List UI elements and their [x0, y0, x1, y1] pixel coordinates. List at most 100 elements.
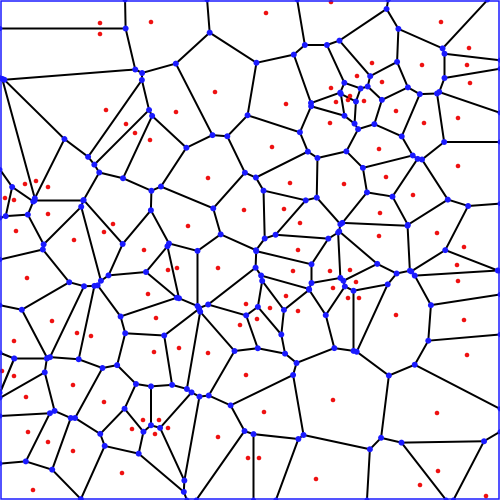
voronoi-vertex [250, 431, 257, 438]
voronoi-vertex [325, 235, 332, 242]
site-point [341, 181, 347, 187]
site-point [11, 197, 17, 203]
site-point [261, 409, 267, 415]
voronoi-vertex [122, 330, 129, 337]
voronoi-vertex [359, 164, 366, 171]
voronoi-vertex [206, 29, 213, 36]
voronoi-edge [420, 141, 446, 161]
voronoi-vertex [2, 213, 9, 220]
voronoi-edge [174, 62, 214, 137]
voronoi-edge [380, 436, 403, 444]
voronoi-edge [436, 92, 446, 143]
voronoi-edge [159, 426, 186, 482]
voronoi-edge [369, 60, 399, 78]
voronoi-edge [163, 334, 174, 386]
site-point [313, 476, 319, 482]
voronoi-edge [396, 27, 400, 63]
voronoi-vertex [441, 139, 448, 145]
site-point [347, 267, 353, 273]
voronoi-vertex [24, 211, 31, 218]
voronoi-edge [159, 146, 188, 188]
voronoi-vertex [161, 332, 168, 339]
voronoi-vertex [114, 362, 121, 369]
voronoi-edge [296, 0, 306, 46]
voronoi-vertex [169, 381, 176, 388]
voronoi-edge [338, 230, 379, 265]
voronoi-edge [207, 266, 257, 306]
voronoi-vertex [398, 439, 405, 446]
voronoi-edge [51, 417, 72, 471]
voronoi-vertex [280, 306, 287, 313]
voronoi-edge [400, 135, 414, 157]
voronoi-edge [342, 262, 379, 282]
voronoi-edge [77, 284, 96, 361]
voronoi-edge [42, 205, 83, 246]
voronoi-vertex [261, 235, 268, 242]
voronoi-edge [82, 171, 101, 202]
site-point [24, 275, 30, 281]
site-point [461, 244, 467, 250]
voronoi-vertex [278, 331, 285, 338]
voronoi-vertex [363, 189, 370, 196]
voronoi-vertex [81, 283, 88, 290]
voronoi-vertex [135, 450, 142, 457]
voronoi-vertex [149, 112, 156, 119]
voronoi-edge [352, 283, 389, 292]
voronoi-edge [391, 157, 419, 198]
voronoi-vertex [164, 243, 171, 250]
voronoi-vertex [101, 442, 108, 449]
voronoi-edge [446, 198, 470, 207]
voronoi-edge [361, 154, 414, 169]
voronoi-edge [396, 60, 409, 89]
voronoi-vertex [302, 197, 309, 204]
voronoi-edge [43, 371, 56, 412]
voronoi-vertex [120, 175, 127, 182]
voronoi-edge [441, 0, 489, 50]
site-point [438, 19, 444, 25]
site-point [361, 98, 367, 104]
voronoi-vertex [148, 422, 154, 429]
voronoi-vertex [442, 247, 449, 254]
voronoi-edge [255, 53, 295, 64]
voronoi-edge [219, 233, 258, 252]
voronoi-vertex [444, 196, 451, 203]
voronoi-vertex [138, 77, 145, 84]
voronoi-vertex [439, 45, 446, 52]
voronoi-edge [310, 105, 346, 117]
voronoi-vertex [331, 345, 338, 352]
voronoi-edge [0, 304, 23, 311]
voronoi-edge [333, 347, 355, 352]
voronoi-edge [310, 91, 342, 105]
voronoi-edge [4, 213, 29, 218]
site-point [256, 455, 262, 461]
voronoi-edge [107, 271, 147, 277]
site-point [383, 174, 389, 180]
site-point [205, 350, 211, 356]
site-point [132, 130, 138, 136]
voronoi-vertex [425, 337, 432, 344]
voronoi-edge [96, 284, 122, 318]
voronoi-vertex [414, 155, 421, 162]
voronoi-vertex [209, 132, 216, 139]
site-point [356, 295, 362, 301]
voronoi-edge [11, 185, 35, 203]
voronoi-edge [1, 77, 36, 200]
voronoi-vertex [481, 438, 488, 445]
voronoi-edge [245, 314, 259, 350]
site-point [2, 195, 8, 201]
voronoi-vertex [394, 58, 401, 65]
site-point [410, 192, 416, 198]
voronoi-vertex [66, 279, 73, 286]
voronoi-edge [80, 205, 102, 282]
voronoi-edge [183, 395, 201, 482]
voronoi-edge [87, 79, 143, 158]
voronoi-vertex [122, 25, 129, 32]
voronoi-vertex [61, 136, 68, 143]
site-point [140, 417, 146, 423]
voronoi-vertex [254, 345, 261, 352]
voronoi-vertex [296, 129, 303, 136]
voronoi-edge [195, 430, 246, 500]
voronoi-vertex [282, 350, 289, 357]
site-point [141, 247, 147, 253]
